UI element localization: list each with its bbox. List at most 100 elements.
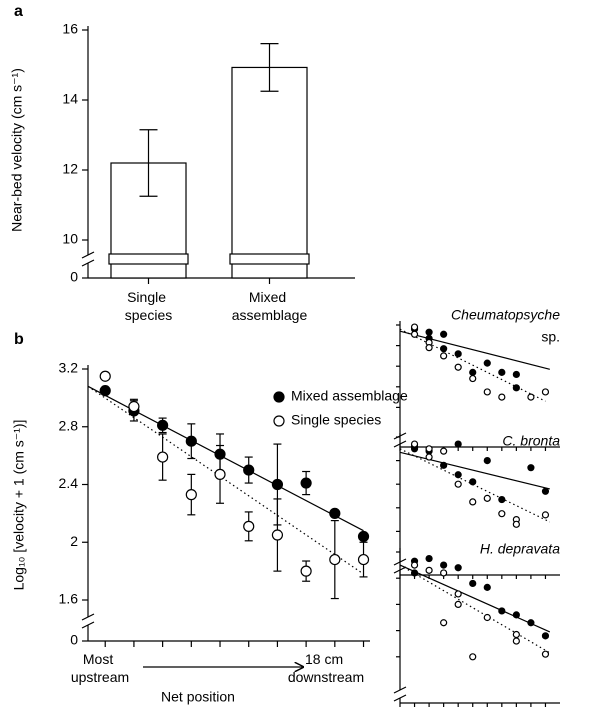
axis-break xyxy=(81,621,95,629)
point xyxy=(469,579,477,588)
axis-break xyxy=(81,613,95,621)
point xyxy=(483,457,491,465)
bar xyxy=(231,66,308,279)
point xyxy=(440,569,448,577)
point xyxy=(300,477,312,489)
y-tick-label: 0 xyxy=(70,269,78,285)
point xyxy=(425,566,433,574)
bar-break-gap xyxy=(108,253,189,265)
point xyxy=(128,400,140,413)
point xyxy=(185,489,197,501)
point xyxy=(541,650,550,658)
point xyxy=(469,498,477,506)
axis-break xyxy=(393,686,407,694)
point xyxy=(99,385,111,397)
y-tick-label: 2.8 xyxy=(59,417,79,433)
point xyxy=(329,553,341,566)
point xyxy=(454,350,462,358)
point xyxy=(527,464,535,472)
point xyxy=(425,328,433,336)
annotation: 18 cm downstream xyxy=(288,651,364,685)
panel-label: b xyxy=(14,331,24,348)
inset-title: C. bronta xyxy=(502,433,560,449)
point xyxy=(469,653,477,661)
axis-break xyxy=(81,251,95,259)
point xyxy=(527,619,535,627)
point xyxy=(454,564,462,572)
point xyxy=(214,468,226,480)
point xyxy=(425,453,433,461)
point xyxy=(410,440,419,448)
point xyxy=(425,445,433,453)
fit-line xyxy=(399,328,546,402)
point xyxy=(541,511,550,519)
point xyxy=(454,363,462,371)
point xyxy=(454,600,462,609)
y-tick-label: 1.6 xyxy=(59,591,79,607)
point xyxy=(410,330,419,338)
point xyxy=(483,613,491,622)
point xyxy=(483,494,491,502)
point xyxy=(454,471,462,479)
y-tick-label: 2 xyxy=(70,533,78,549)
fit-line xyxy=(399,564,551,633)
point xyxy=(541,632,550,640)
point xyxy=(541,388,550,396)
point xyxy=(329,507,341,519)
point xyxy=(512,520,520,528)
point xyxy=(454,440,462,448)
point xyxy=(425,344,433,352)
point xyxy=(469,368,477,376)
point xyxy=(440,330,448,338)
fit-line xyxy=(399,330,550,370)
legend-marker xyxy=(273,415,285,427)
point xyxy=(498,510,506,518)
point xyxy=(512,611,520,619)
point xyxy=(410,323,419,331)
y-tick-label: 14 xyxy=(62,91,78,107)
x-tick-label: Mixed assemblage xyxy=(232,289,308,323)
bar-break-gap xyxy=(229,253,310,265)
point xyxy=(512,370,520,379)
point xyxy=(271,478,284,491)
x-axis-label: Net position xyxy=(161,689,235,705)
point xyxy=(541,487,550,495)
point xyxy=(425,554,433,563)
point xyxy=(440,352,448,360)
point xyxy=(410,561,419,569)
point xyxy=(498,393,506,401)
point xyxy=(410,569,419,577)
point xyxy=(157,419,169,431)
x-tick-label: Single species xyxy=(125,289,172,323)
point xyxy=(498,495,506,504)
legend-marker xyxy=(273,391,285,403)
y-tick-label: 16 xyxy=(62,21,78,37)
point xyxy=(527,393,535,401)
point xyxy=(483,388,491,396)
point xyxy=(440,561,448,569)
point xyxy=(271,529,284,541)
y-tick-label: 3.2 xyxy=(59,360,79,376)
point xyxy=(440,447,448,455)
point xyxy=(454,590,462,598)
inset-title: H. depravata xyxy=(480,541,560,557)
point xyxy=(157,451,169,463)
point xyxy=(440,345,448,353)
point xyxy=(512,384,520,392)
annotation: Most upstream xyxy=(71,651,129,685)
point xyxy=(357,553,370,566)
axis-break xyxy=(393,694,407,702)
inset-subtitle: sp. xyxy=(541,329,560,345)
point xyxy=(300,565,312,577)
point xyxy=(243,464,255,476)
fit-line xyxy=(399,564,551,654)
point xyxy=(469,374,477,383)
point xyxy=(440,619,448,627)
y-tick-label: 12 xyxy=(62,161,78,177)
point xyxy=(454,480,462,488)
point xyxy=(440,461,448,469)
y-tick-label: 2.4 xyxy=(59,475,79,491)
point xyxy=(99,370,111,382)
point xyxy=(483,359,491,367)
point xyxy=(469,478,477,486)
